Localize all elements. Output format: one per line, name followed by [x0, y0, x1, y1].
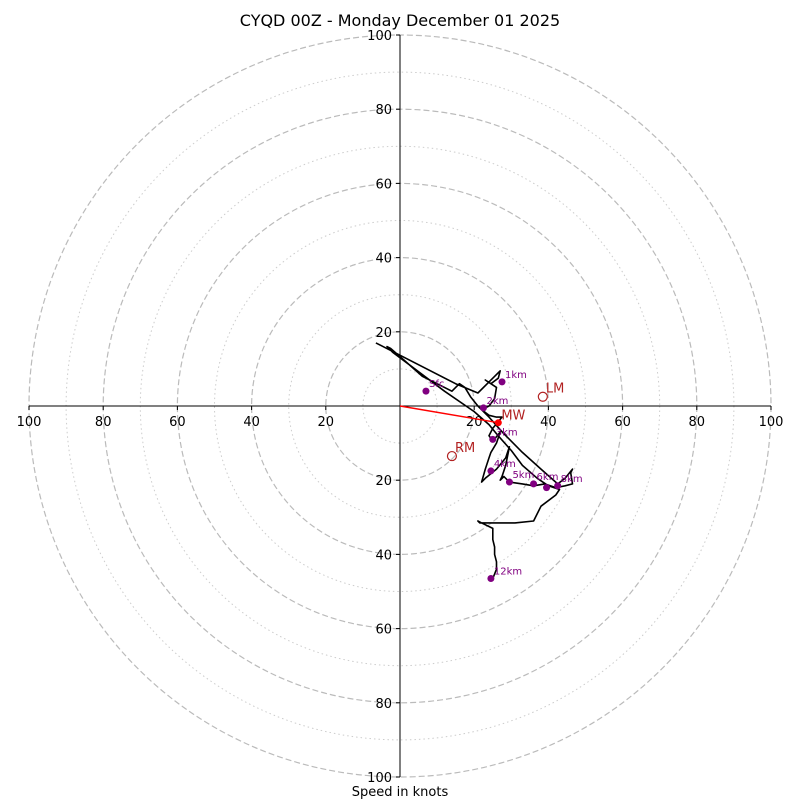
tick-label-bottom-80: 80 [375, 697, 392, 712]
tick-label-bottom-40: 40 [375, 548, 392, 563]
tick-label-right-40: 40 [540, 415, 557, 430]
tick-label-left-20: 20 [318, 415, 335, 430]
mean-wind-label: MW [501, 409, 525, 424]
storm-motion-point-rm [446, 450, 458, 462]
height-label-5km: 5km [512, 470, 534, 481]
tick-label-right-100: 100 [759, 415, 784, 430]
storm-motion-point-lm [537, 391, 548, 402]
tick-label-top-100: 100 [367, 29, 392, 44]
storm-motion-label-lm: LM [546, 382, 564, 397]
tick-label-right-80: 80 [689, 415, 706, 430]
height-point-7 [543, 484, 551, 492]
height-label-6km: 6km [537, 472, 559, 483]
storm-motion-markers: LM RM [446, 382, 564, 462]
height-point-5 [505, 478, 513, 486]
height-point-2 [479, 404, 487, 412]
tick-label-left-100: 100 [17, 415, 42, 430]
height-label-2km: 2km [486, 396, 508, 407]
hodograph-trace-line [375, 342, 574, 579]
wind-trace [375, 342, 574, 579]
tick-label-top-80: 80 [375, 103, 392, 118]
tick-label-bottom-100: 100 [367, 771, 392, 786]
tick-label-left-80: 80 [95, 415, 112, 430]
tick-label-bottom-20: 20 [375, 474, 392, 489]
height-label-Sfc: Sfc [429, 379, 444, 390]
storm-motion-label-rm: RM [455, 441, 475, 456]
height-label-12km: 12km [494, 567, 522, 578]
tick-label-left-60: 60 [169, 415, 186, 430]
tick-label-top-40: 40 [375, 252, 392, 267]
height-label-8km: 8km [561, 474, 583, 485]
height-label-4km: 4km [494, 459, 516, 470]
tick-label-top-60: 60 [375, 177, 392, 192]
tick-label-right-60: 60 [614, 415, 631, 430]
x-axis-label: Speed in knots [352, 785, 449, 800]
chart-title: CYQD 00Z - Monday December 01 2025 [240, 11, 560, 30]
height-point-6 [530, 480, 538, 488]
mean-wind-point [494, 419, 502, 427]
mean-wind: MW [399, 405, 526, 427]
height-label-1km: 1km [505, 370, 527, 381]
tick-label-top-20: 20 [375, 326, 392, 341]
height-label-3km: 3km [496, 427, 518, 438]
height-point-0 [422, 387, 430, 395]
height-point-9 [487, 575, 495, 583]
tick-label-left-40: 40 [243, 415, 260, 430]
tick-label-bottom-60: 60 [375, 623, 392, 638]
height-point-4 [487, 467, 495, 475]
mean-wind-vector [399, 405, 499, 424]
height-point-1 [498, 378, 506, 386]
height-point-8 [554, 482, 562, 490]
height-point-3 [489, 435, 497, 443]
